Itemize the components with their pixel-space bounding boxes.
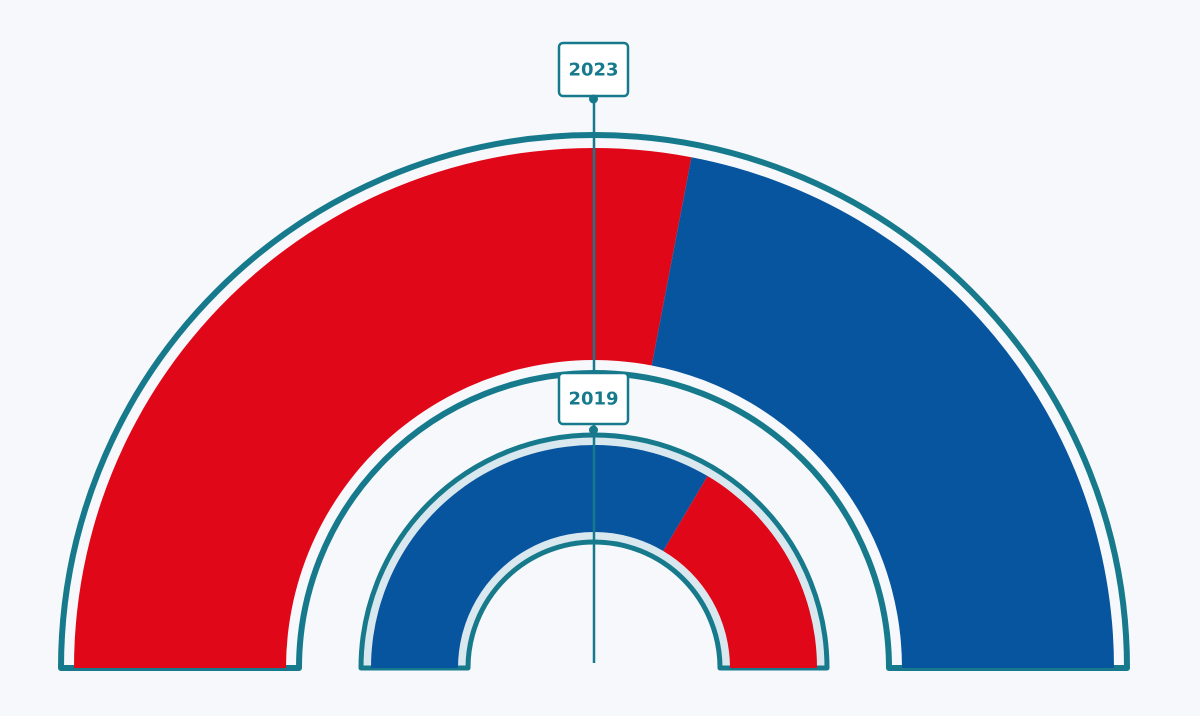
outer-blue-segment (651, 157, 1114, 668)
inner-red-segment (663, 476, 817, 668)
year-label-2019: 2019 (557, 371, 630, 435)
year-label-2023: 2023 (557, 41, 630, 104)
year-label-text-2019: 2019 (568, 389, 618, 410)
outer-red-segment (74, 147, 692, 668)
year-label-box-2019 (557, 371, 630, 426)
inner-blue-segment (371, 444, 708, 668)
year-label-dot-2023 (589, 94, 598, 104)
chart-2019 (358, 432, 830, 671)
year-label-text-2023: 2023 (568, 60, 618, 81)
year-label-dot-2019 (589, 425, 598, 435)
chart-2023 (58, 132, 1130, 671)
